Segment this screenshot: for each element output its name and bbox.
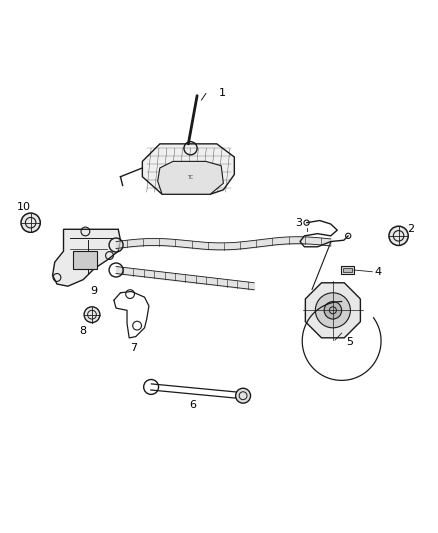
Text: 2: 2 — [407, 224, 414, 233]
Text: 7: 7 — [130, 343, 137, 353]
Text: 9: 9 — [91, 286, 98, 296]
Text: 1: 1 — [219, 88, 226, 99]
Polygon shape — [158, 161, 223, 194]
Polygon shape — [305, 283, 360, 338]
Circle shape — [84, 307, 100, 322]
Bar — [73, 251, 97, 269]
Text: 4: 4 — [374, 266, 381, 277]
Text: 5: 5 — [346, 337, 353, 348]
Circle shape — [236, 388, 251, 403]
Polygon shape — [53, 229, 120, 286]
Text: 6: 6 — [189, 400, 196, 410]
Circle shape — [389, 226, 408, 246]
Text: 8: 8 — [80, 326, 87, 336]
Circle shape — [21, 213, 40, 232]
Circle shape — [315, 293, 350, 328]
Text: 10: 10 — [17, 202, 31, 212]
Bar — [343, 268, 352, 272]
Polygon shape — [142, 144, 234, 194]
Text: TC: TC — [187, 175, 194, 180]
Circle shape — [324, 302, 342, 319]
Text: 3: 3 — [295, 219, 302, 229]
Bar — [341, 266, 354, 274]
